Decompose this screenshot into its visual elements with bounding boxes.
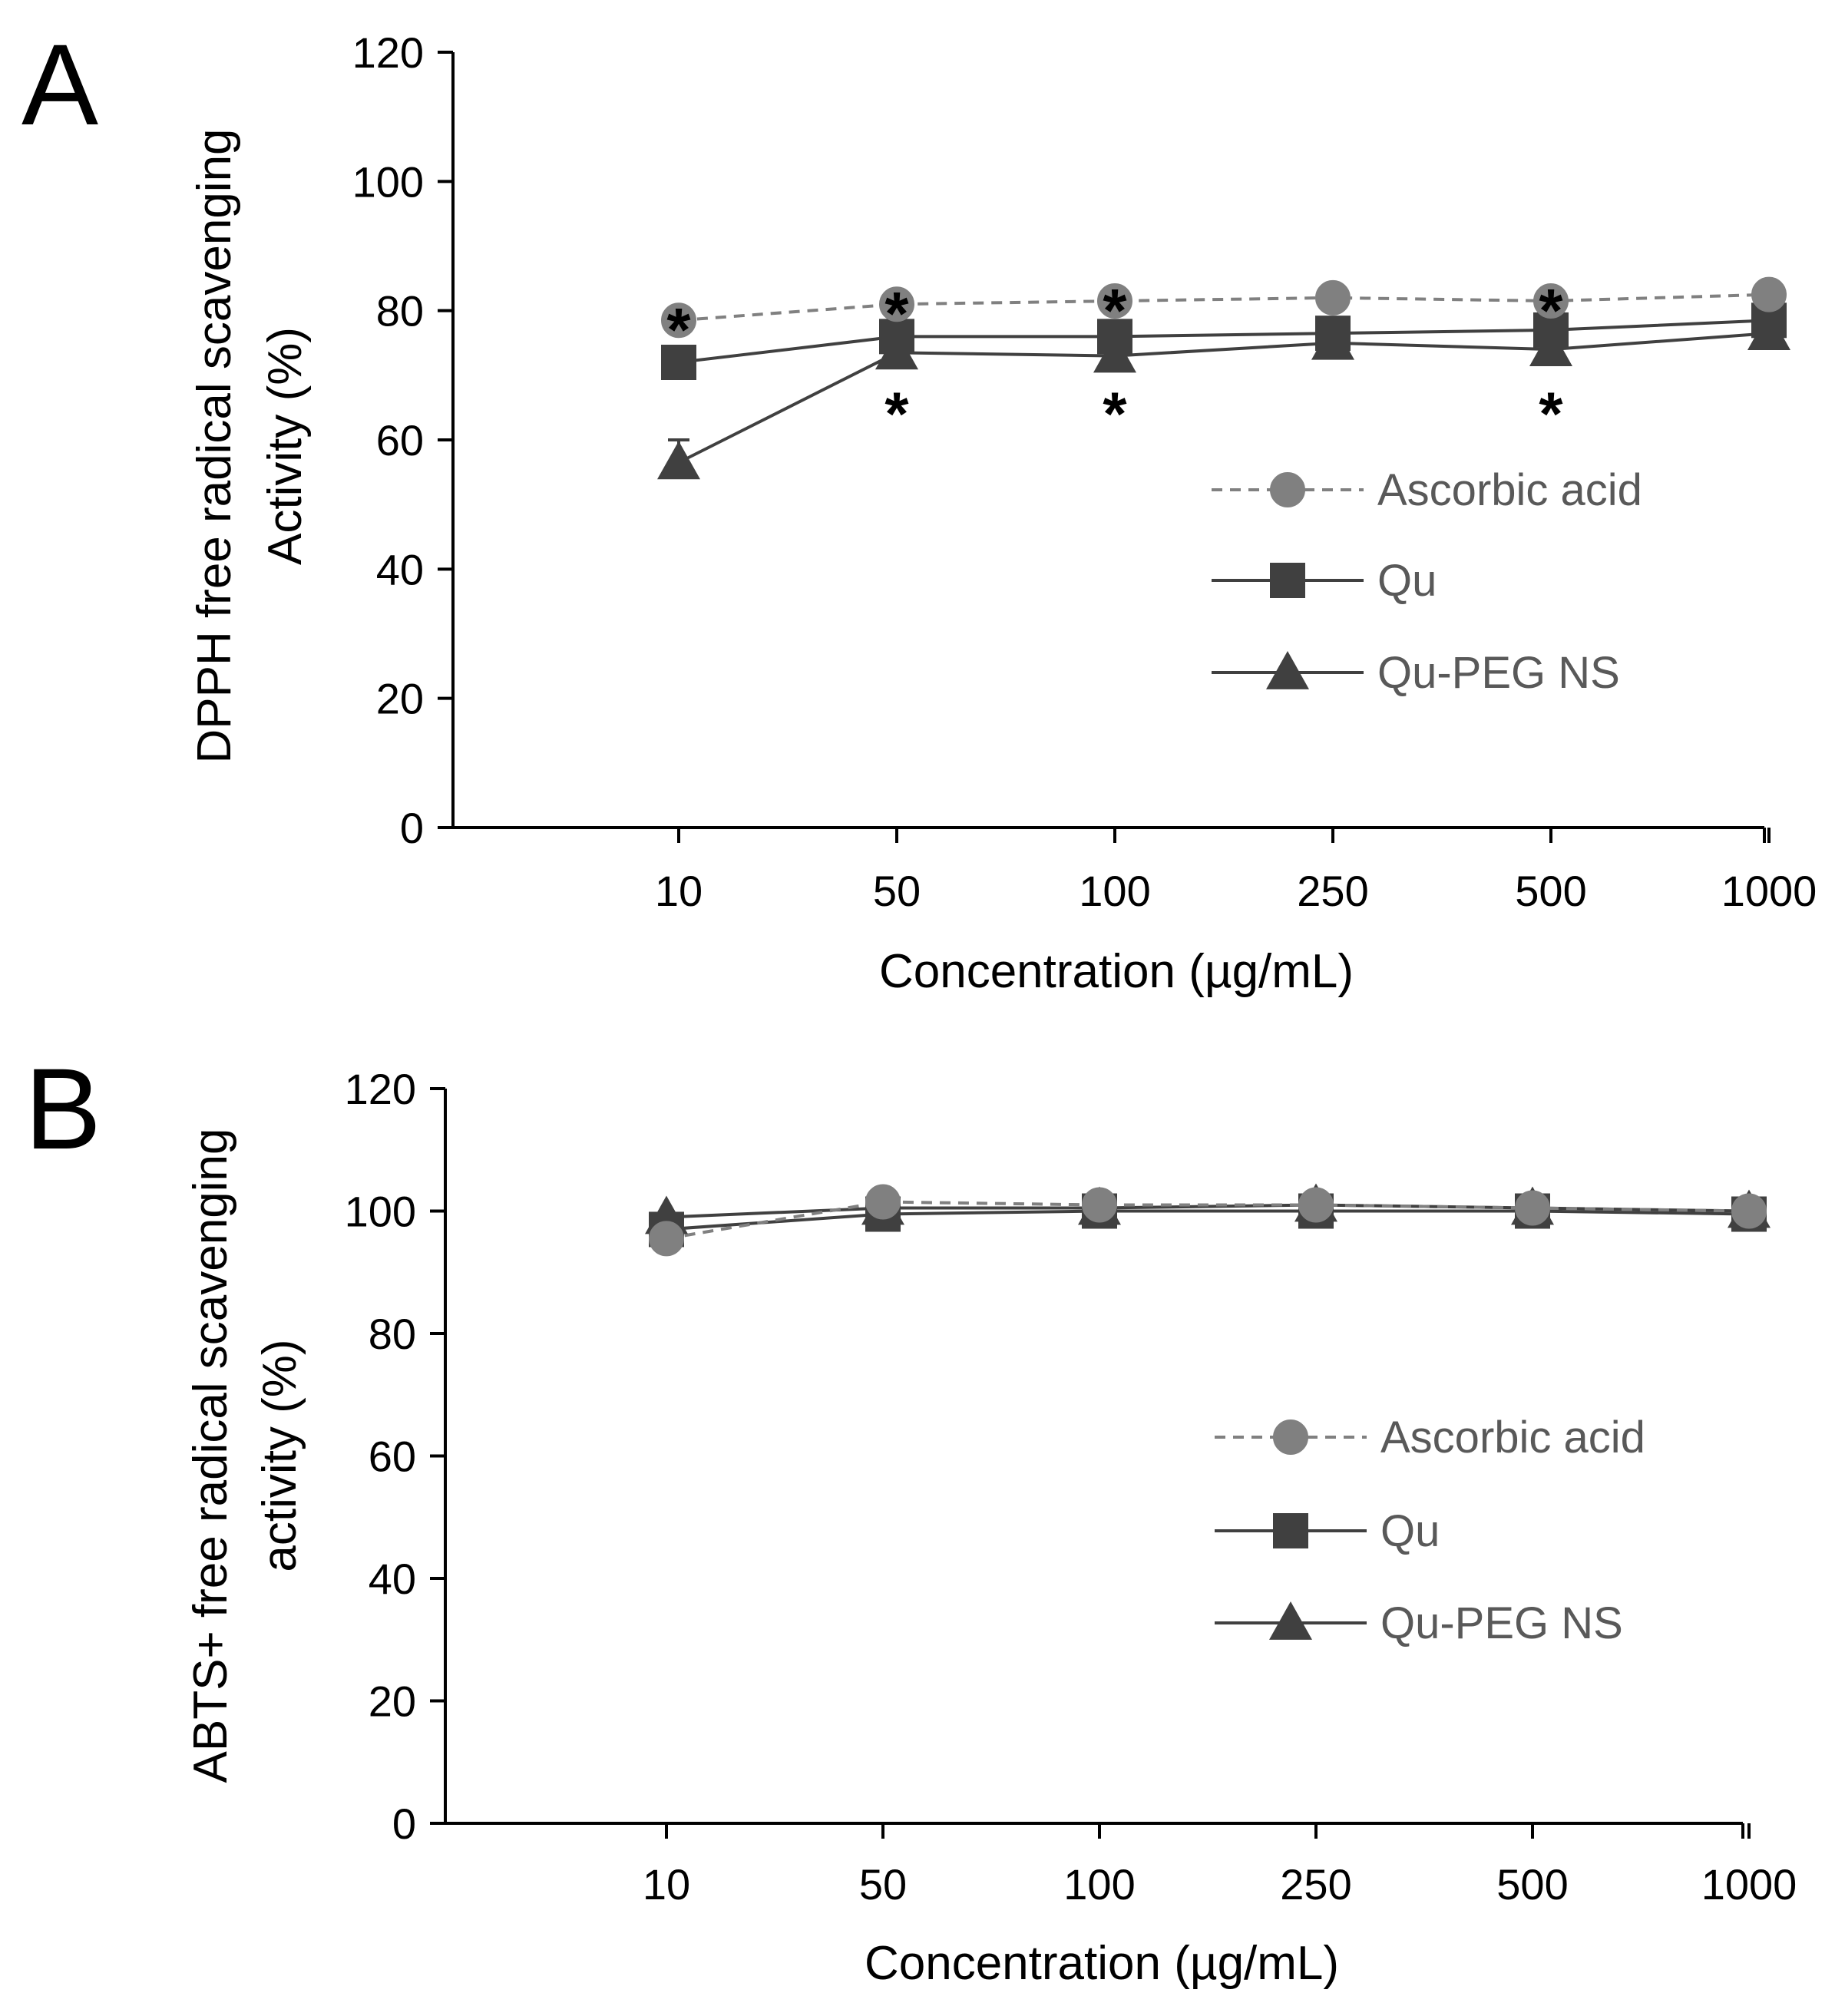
x-axis-title: Concentration (µg/mL) bbox=[879, 945, 1354, 998]
data-point-circle bbox=[1515, 1190, 1550, 1226]
data-point-circle bbox=[1533, 283, 1569, 319]
data-point-square bbox=[879, 319, 914, 355]
data-point-circle bbox=[661, 302, 696, 339]
legend-label: Qu bbox=[1380, 1506, 1440, 1556]
x-axis-title: Concentration (µg/mL) bbox=[865, 1937, 1339, 1990]
y-tick-label: 0 bbox=[392, 1800, 416, 1848]
series-line-qu bbox=[678, 319, 1770, 364]
y-tick-label: 60 bbox=[376, 416, 424, 464]
series-line-ascorbic-acid bbox=[666, 1200, 1750, 1241]
data-point-circle bbox=[1315, 279, 1351, 316]
x-tick-label: 500 bbox=[1515, 867, 1586, 915]
legend-label: Ascorbic acid bbox=[1377, 465, 1642, 515]
data-point-circle bbox=[1298, 1187, 1334, 1223]
panel-b: B 0 20 40 60 80 100 120 10 50 100 250 500 1000 Concent… bbox=[25, 1044, 1797, 1990]
legend-label: Qu bbox=[1377, 556, 1437, 606]
y-axis-title-line2: Activity (%) bbox=[259, 327, 312, 565]
x-tick-label: 500 bbox=[1496, 1860, 1568, 1909]
y-tick-label: 40 bbox=[376, 545, 424, 593]
x-tick-label: 1000 bbox=[1721, 867, 1817, 915]
data-point-triangle bbox=[657, 441, 700, 480]
y-tick-label: 80 bbox=[376, 287, 424, 335]
data-point-circle bbox=[879, 286, 914, 322]
legend-marker-triangle bbox=[1266, 651, 1309, 689]
legend-label: Ascorbic acid bbox=[1380, 1413, 1645, 1462]
x-tick-label: 10 bbox=[655, 867, 703, 915]
x-tick-label: 250 bbox=[1280, 1860, 1351, 1909]
y-tick-label: 0 bbox=[400, 804, 424, 852]
data-point-circle bbox=[865, 1184, 901, 1220]
y-axis-title-line1: ABTS+ free radical scavenging bbox=[184, 1129, 237, 1783]
x-tick-label: 50 bbox=[873, 867, 921, 915]
y-tick-label: 40 bbox=[369, 1555, 416, 1603]
y-tick-label: 120 bbox=[352, 28, 424, 77]
significance-star: * bbox=[1103, 380, 1127, 448]
x-tick-label: 250 bbox=[1297, 867, 1368, 915]
x-tick-label: 50 bbox=[859, 1860, 907, 1909]
legend-label: Qu-PEG NS bbox=[1380, 1598, 1623, 1648]
y-axis-title-line2: activity (%) bbox=[253, 1339, 306, 1571]
significance-star: * bbox=[1539, 276, 1563, 345]
data-point-circle bbox=[1097, 283, 1132, 319]
y-tick-label: 80 bbox=[369, 1310, 416, 1358]
x-tick-label: 1000 bbox=[1701, 1860, 1797, 1909]
significance-star: * bbox=[884, 279, 909, 348]
legend-marker-circle bbox=[1273, 1419, 1308, 1455]
panel-a: A 0 20 40 60 80 100 120 10 50 100 250 500 1000 Concent… bbox=[21, 20, 1817, 998]
data-point-square bbox=[661, 345, 696, 380]
data-point-circle bbox=[1731, 1193, 1767, 1229]
data-point-square bbox=[1097, 319, 1132, 355]
series-line-qu-peg-ns bbox=[678, 332, 1770, 464]
legend-marker-square bbox=[1270, 563, 1305, 598]
y-tick-label: 20 bbox=[369, 1677, 416, 1726]
y-tick-label: 60 bbox=[369, 1433, 416, 1481]
x-tick-label: 100 bbox=[1063, 1860, 1135, 1909]
y-axis-title-line1: DPPH free radical scavenging bbox=[188, 128, 241, 763]
data-point-circle bbox=[1751, 276, 1787, 312]
data-point-circle bbox=[1082, 1187, 1117, 1223]
legend-marker-triangle bbox=[1269, 1601, 1312, 1640]
panel-letter: B bbox=[25, 1044, 101, 1173]
x-tick-label: 10 bbox=[643, 1860, 690, 1909]
y-tick-label: 120 bbox=[345, 1065, 416, 1113]
significance-star: * bbox=[884, 380, 909, 448]
legend-marker-square bbox=[1273, 1513, 1308, 1548]
panel-letter: A bbox=[21, 20, 98, 149]
x-tick-label: 100 bbox=[1079, 867, 1150, 915]
y-tick-label: 20 bbox=[376, 675, 424, 723]
data-point-circle bbox=[649, 1221, 684, 1257]
series-line-ascorbic-acid bbox=[678, 292, 1770, 322]
legend-label: Qu-PEG NS bbox=[1377, 648, 1620, 698]
series-line-qu bbox=[666, 1209, 1750, 1231]
significance-star: * bbox=[666, 296, 691, 364]
y-tick-label: 100 bbox=[345, 1188, 416, 1236]
significance-star: * bbox=[1103, 276, 1127, 345]
legend-marker-circle bbox=[1270, 472, 1305, 507]
data-point-square bbox=[1315, 316, 1351, 352]
significance-star: * bbox=[1539, 380, 1563, 448]
y-tick-label: 100 bbox=[352, 157, 424, 206]
